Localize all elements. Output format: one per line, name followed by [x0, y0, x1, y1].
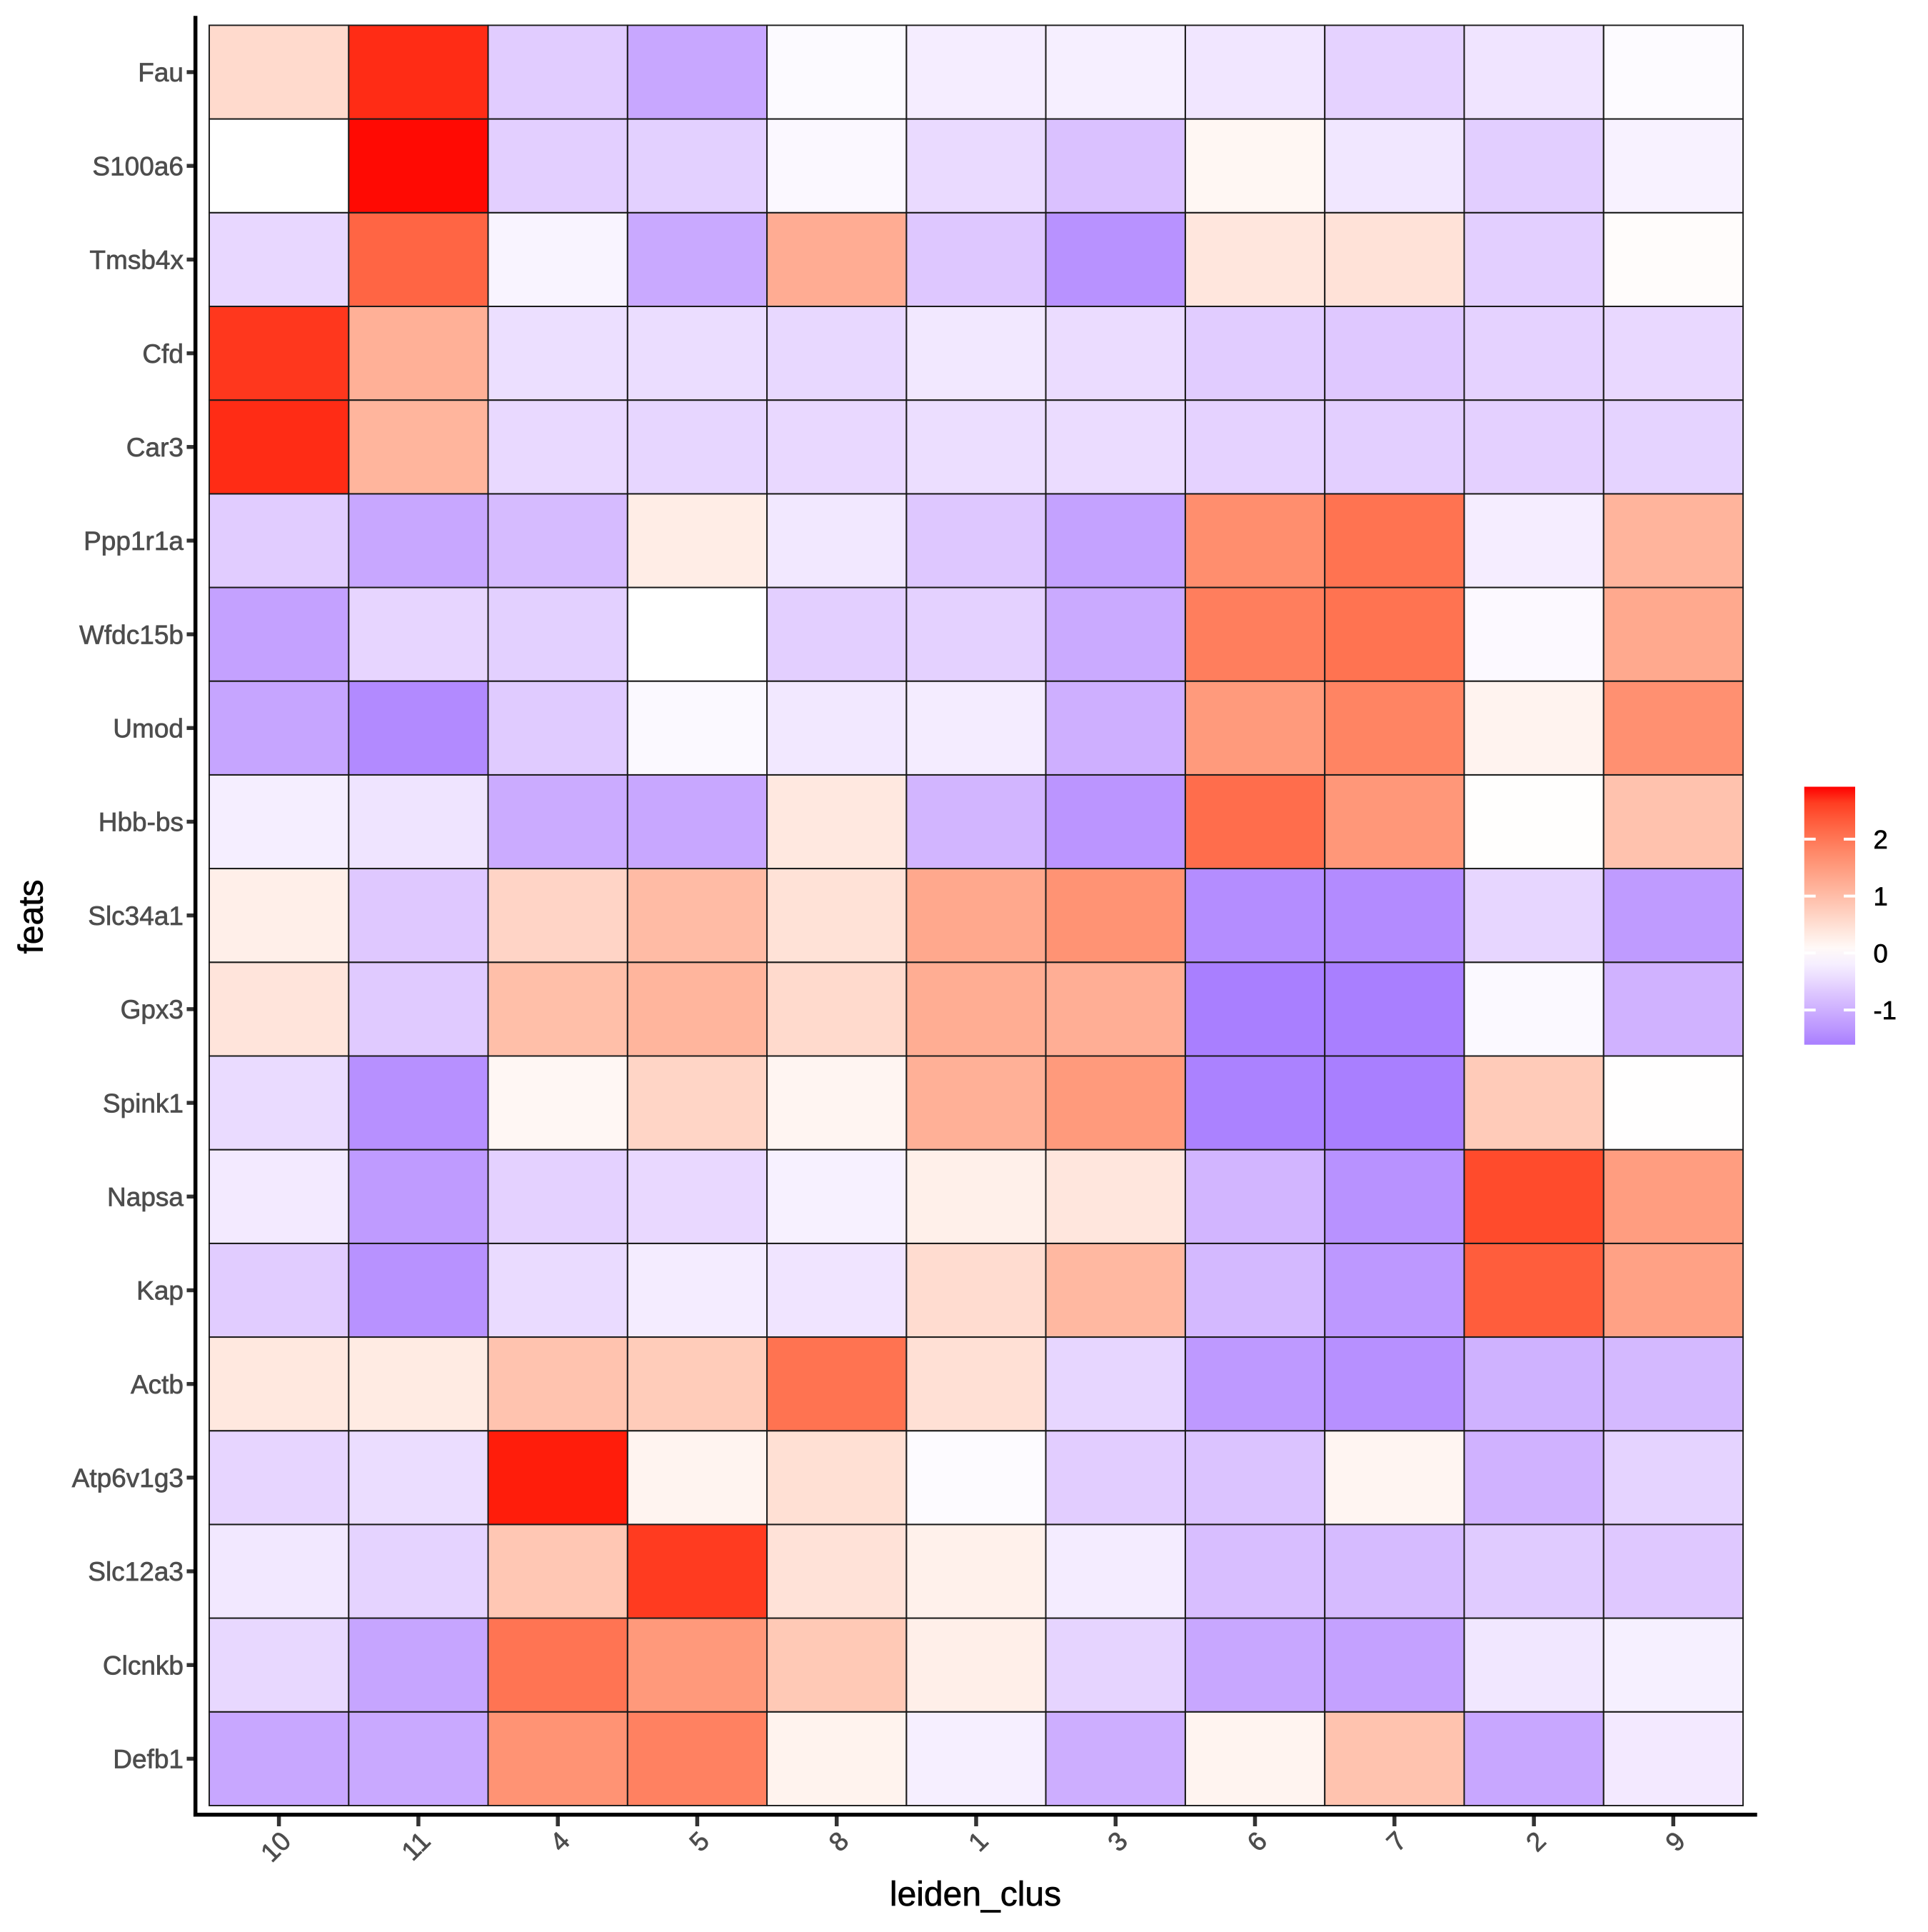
svg-text:Slc34a1: Slc34a1: [88, 901, 184, 931]
svg-text:leiden_clus: leiden_clus: [890, 1876, 1061, 1913]
svg-text:0: 0: [1874, 939, 1888, 968]
svg-text:Gpx3: Gpx3: [121, 995, 184, 1024]
svg-text:-1: -1: [1874, 996, 1897, 1025]
svg-text:Wfdc15b: Wfdc15b: [79, 620, 184, 649]
svg-text:Spink1: Spink1: [103, 1088, 184, 1118]
svg-text:Atp6v1g3: Atp6v1g3: [72, 1463, 184, 1493]
svg-text:S100a6: S100a6: [92, 151, 184, 181]
svg-text:Umod: Umod: [113, 714, 184, 744]
svg-text:feats: feats: [13, 879, 51, 954]
svg-text:Defb1: Defb1: [113, 1745, 184, 1774]
svg-text:Clcnkb: Clcnkb: [103, 1651, 184, 1680]
svg-text:Slc12a3: Slc12a3: [88, 1557, 184, 1586]
svg-text:Actb: Actb: [131, 1370, 184, 1399]
svg-text:Car3: Car3: [126, 433, 184, 462]
svg-text:1: 1: [1874, 882, 1888, 911]
svg-text:Cfd: Cfd: [142, 339, 184, 369]
svg-text:2: 2: [1874, 825, 1888, 854]
svg-text:Napsa: Napsa: [107, 1183, 184, 1212]
svg-text:Fau: Fau: [138, 58, 184, 87]
svg-text:Hbb-bs: Hbb-bs: [99, 808, 184, 837]
svg-text:Ppp1r1a: Ppp1r1a: [84, 526, 184, 556]
svg-text:Kap: Kap: [136, 1276, 184, 1306]
svg-text:Tmsb4x: Tmsb4x: [89, 246, 184, 275]
